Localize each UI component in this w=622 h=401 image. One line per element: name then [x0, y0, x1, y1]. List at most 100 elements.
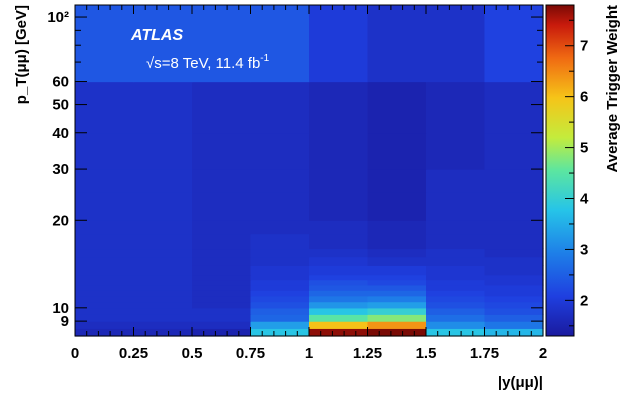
heatmap-cell: [192, 284, 252, 291]
heatmap-cell: [367, 248, 427, 258]
colorbar-tick-label: 4: [580, 191, 589, 208]
heatmap-cell: [367, 290, 427, 297]
heatmap-cell: [250, 192, 310, 221]
heatmap-cell: [426, 307, 486, 315]
heatmap-cell: [192, 220, 252, 235]
x-axis-title: |y(μμ)|: [498, 374, 543, 391]
heatmap-cell: [250, 284, 310, 291]
heatmap-cell: [367, 321, 427, 329]
heatmap-cell: [484, 233, 544, 250]
heatmap-cell: [133, 169, 193, 193]
heatmap-cell: [133, 295, 193, 303]
heatmap-cell: [426, 248, 486, 258]
colorbar-tick-label: 7: [580, 38, 588, 55]
heatmap-cell: [309, 307, 369, 315]
heatmap-cell: [75, 233, 135, 250]
heatmap-cell: [426, 274, 486, 281]
heatmap-cell: [367, 5, 427, 83]
heatmap-cell: [133, 5, 193, 83]
heatmap-cell: [75, 284, 135, 291]
heatmap-cell: [250, 301, 310, 309]
heatmap-cell: [75, 256, 135, 266]
heatmap-cell: [309, 290, 369, 297]
heatmap-cell: [75, 328, 135, 337]
colorbar-axis: 2 3 4 5 6 7: [565, 19, 589, 327]
heatmap-cell: [426, 290, 486, 297]
heatmap-cell: [192, 5, 252, 83]
heatmap-cell: [484, 321, 544, 329]
x-tick-label: 1: [305, 345, 313, 362]
heatmap-cell: [309, 284, 369, 291]
heatmap-cell: [192, 274, 252, 281]
y-tick-label: 60: [52, 74, 69, 91]
heatmap-cell: [133, 233, 193, 250]
heatmap-cell: [75, 220, 135, 235]
heatmap-cell: [426, 132, 486, 170]
heatmap-cell: [484, 314, 544, 322]
heatmap-cell: [250, 321, 310, 329]
heatmap-cell: [367, 314, 427, 322]
heatmap-cell: [250, 81, 310, 134]
y-tick-label: 50: [52, 97, 69, 114]
x-tick-label: 0.5: [182, 345, 203, 362]
heatmap-cell: [426, 256, 486, 266]
heatmap-cell: [367, 307, 427, 315]
heatmap-cell: [75, 132, 135, 170]
atlas-label: ATLAS: [130, 27, 183, 44]
heatmap-cell: [484, 5, 544, 83]
heatmap-cell: [133, 132, 193, 170]
x-tick-label: 1.75: [470, 345, 499, 362]
heatmap-cell: [484, 132, 544, 170]
heatmap-cell: [309, 233, 369, 250]
heatmap-cell: [133, 328, 193, 337]
colorbar: [545, 4, 575, 337]
heatmap-cell: [367, 256, 427, 266]
heatmap-cell: [484, 274, 544, 281]
colorbar-tick-label: 6: [580, 89, 588, 106]
y-tick-label: 20: [52, 212, 69, 229]
heatmap-cell: [250, 274, 310, 281]
heatmap-cell: [250, 290, 310, 297]
heatmap-cell: [250, 256, 310, 266]
heatmap-cell: [426, 295, 486, 303]
x-axis: 0 0.25 0.5 0.75 1 1.25 1.5 1.75 2: [71, 5, 547, 362]
heatmap-cell: [75, 169, 135, 193]
heatmap-cell: [250, 265, 310, 276]
heatmap-cell: [426, 81, 486, 134]
heatmap-cell: [484, 301, 544, 309]
heatmap-cell: [426, 301, 486, 309]
heatmap-cell: [484, 248, 544, 258]
x-tick-label: 0.75: [236, 345, 265, 362]
heatmap-cell: [309, 192, 369, 221]
heatmap-cell: [75, 274, 135, 281]
heatmap-cell: [192, 301, 252, 309]
heatmap-cell: [75, 295, 135, 303]
x-tick-label: 1.5: [416, 345, 437, 362]
x-tick-label: 0.25: [119, 345, 148, 362]
heatmap-cell: [309, 132, 369, 170]
heatmap-cell: [133, 284, 193, 291]
heatmap-cell: [75, 307, 135, 315]
heatmap-cell: [133, 307, 193, 315]
colorbar-title: Average Trigger Weight: [604, 5, 621, 173]
heatmap-cell: [133, 81, 193, 134]
heatmap-cell: [367, 233, 427, 250]
heatmap-cell: [192, 169, 252, 193]
heatmap-cell: [367, 220, 427, 235]
heatmap-cell: [367, 265, 427, 276]
y-tick-label: 30: [52, 161, 69, 178]
heatmap-cell: [484, 328, 544, 337]
heatmap-cell: [133, 314, 193, 322]
heatmap-cell: [250, 220, 310, 235]
heatmap-cell: [192, 81, 252, 134]
energy-label: √s=8 TeV, 11.4 fb-1: [146, 53, 270, 72]
heatmap-cell: [484, 169, 544, 193]
heatmap-cell: [250, 314, 310, 322]
heatmap-cell: [250, 233, 310, 250]
heatmap-cell: [367, 284, 427, 291]
heatmap-cell: [426, 192, 486, 221]
heatmap-cell: [192, 321, 252, 329]
heatmap-cell: [484, 279, 544, 286]
heatmap-cell: [75, 192, 135, 221]
